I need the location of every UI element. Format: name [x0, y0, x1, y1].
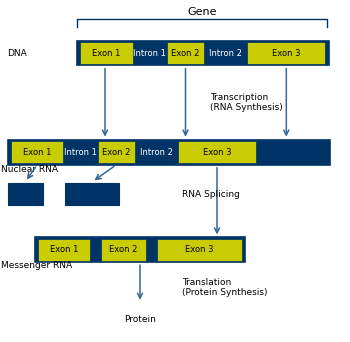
Text: RNA Splicing: RNA Splicing: [182, 190, 240, 199]
Text: Exon 3: Exon 3: [185, 245, 214, 254]
Text: DNA: DNA: [7, 49, 27, 57]
Text: Intron 1: Intron 1: [64, 148, 97, 157]
Bar: [11, 141, 63, 163]
Text: Nuclear RNA: Nuclear RNA: [1, 165, 58, 174]
Bar: [178, 141, 256, 163]
Text: Intron 2: Intron 2: [210, 49, 242, 57]
Bar: [101, 239, 146, 261]
Text: Gene: Gene: [187, 7, 217, 17]
Bar: [35, 237, 245, 262]
Bar: [77, 41, 329, 65]
Text: Exon 2: Exon 2: [102, 148, 131, 157]
Bar: [66, 141, 95, 163]
Bar: [247, 42, 325, 64]
Bar: [138, 141, 175, 163]
Text: Transcription
(RNA Synthesis): Transcription (RNA Synthesis): [210, 93, 283, 112]
Bar: [157, 239, 242, 261]
Text: Exon 1: Exon 1: [92, 49, 121, 57]
Text: Exon 3: Exon 3: [272, 49, 301, 57]
Text: Intron 2: Intron 2: [140, 148, 173, 157]
Text: Exon 2: Exon 2: [109, 245, 138, 254]
Bar: [8, 183, 43, 205]
Text: Exon 1: Exon 1: [50, 245, 78, 254]
Text: Intron 1: Intron 1: [133, 49, 166, 57]
Bar: [167, 42, 204, 64]
Bar: [8, 140, 330, 165]
Text: Translation
(Protein Synthesis): Translation (Protein Synthesis): [182, 278, 267, 297]
Bar: [38, 239, 90, 261]
Text: Protein: Protein: [124, 315, 156, 324]
Bar: [80, 42, 133, 64]
Text: Exon 3: Exon 3: [203, 148, 231, 157]
Text: Messenger RNA: Messenger RNA: [1, 261, 72, 269]
Bar: [135, 42, 164, 64]
Text: Exon 1: Exon 1: [23, 148, 51, 157]
Bar: [65, 183, 119, 205]
Bar: [98, 141, 135, 163]
Bar: [207, 42, 245, 64]
Text: Exon 2: Exon 2: [172, 49, 200, 57]
